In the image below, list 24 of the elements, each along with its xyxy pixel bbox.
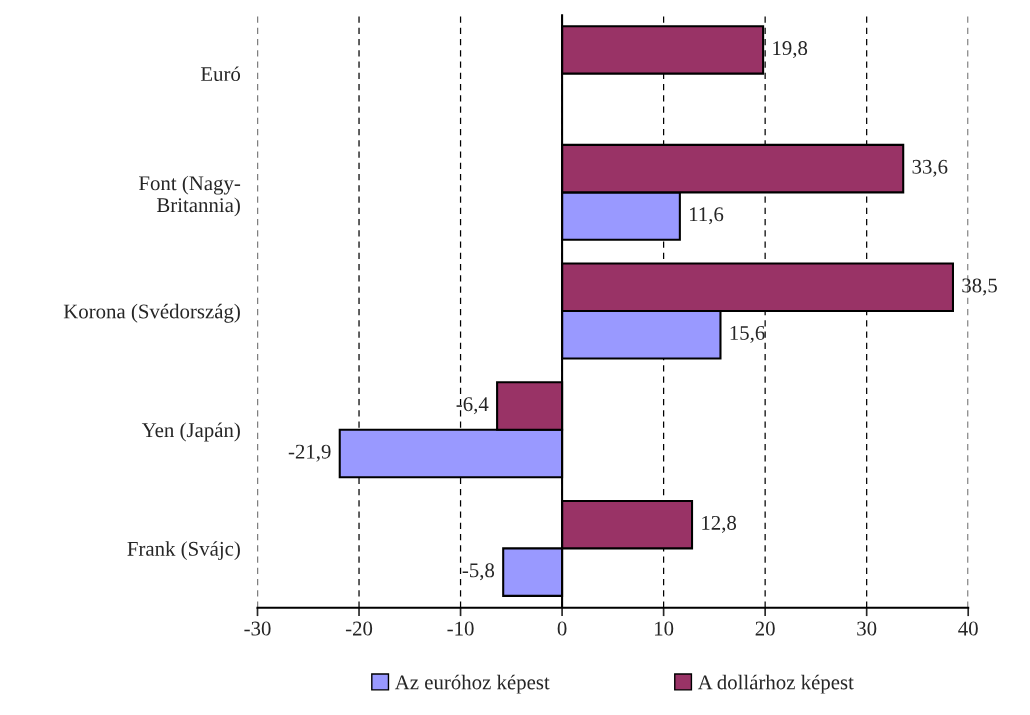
x-tick-label: -20	[345, 621, 373, 636]
data-label: -6,4	[456, 397, 489, 415]
y-tick-label: Yen (Japán)	[141, 422, 240, 442]
y-tick-label: Frank (Svájc)	[127, 541, 240, 561]
data-label: -5,8	[462, 563, 495, 581]
y-tick-label: Font (Nagy- Britannia)	[139, 175, 241, 217]
data-label: 19,8	[773, 41, 808, 59]
x-tick-label: 20	[755, 621, 775, 636]
data-label: 33,6	[912, 159, 948, 177]
legend-label: A dollárhoz képest	[697, 674, 854, 694]
x-tick-label: 40	[958, 621, 978, 636]
x-tick-label: 10	[655, 621, 674, 636]
x-tick-label: 0	[557, 621, 567, 636]
data-label: 15,6	[730, 325, 765, 343]
data-label: -21,9	[288, 444, 331, 462]
data-label: 11,6	[690, 207, 724, 225]
y-tick-label: Korona (Svédország)	[63, 303, 240, 323]
legend-label: Az euróhoz képest	[394, 674, 550, 694]
data-label: 12,8	[702, 515, 737, 533]
x-tick-label: 30	[857, 621, 877, 636]
y-tick-label: Euró	[200, 66, 241, 82]
data-label: 38,5	[962, 278, 997, 296]
x-tick-label: -30	[244, 621, 271, 636]
x-tick-label: -10	[447, 621, 474, 636]
